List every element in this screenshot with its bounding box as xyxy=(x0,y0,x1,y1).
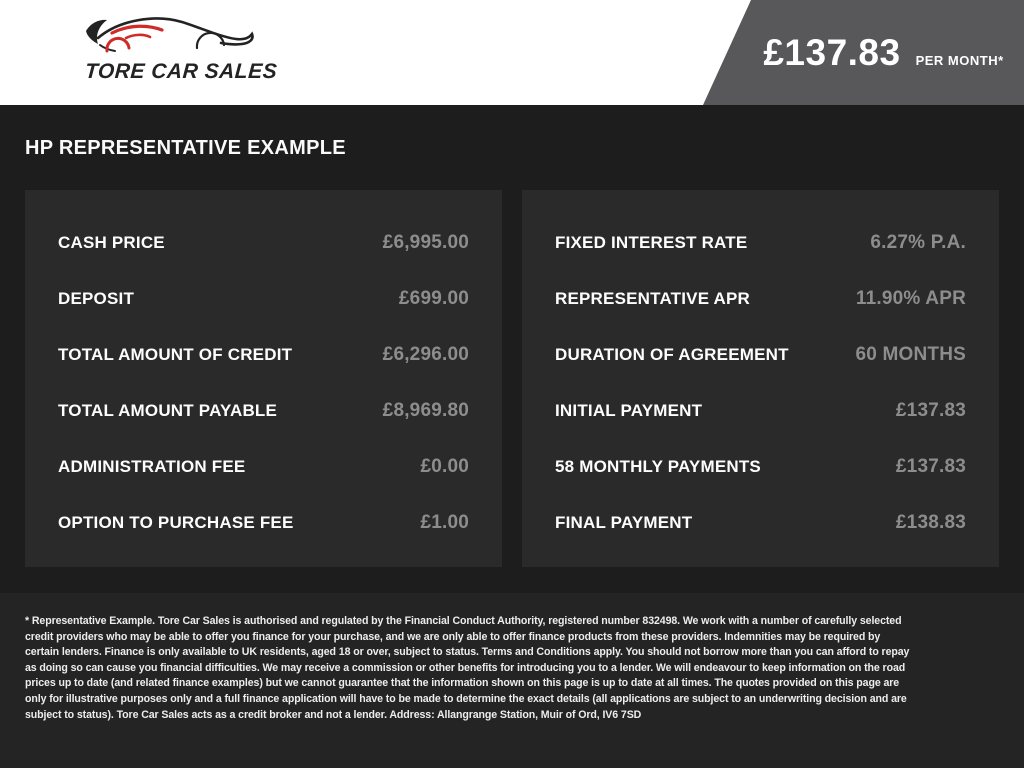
finance-label: 58 MONTHLY PAYMENTS xyxy=(555,457,761,476)
finance-label: ADMINISTRATION FEE xyxy=(58,457,246,476)
finance-row: FINAL PAYMENT £138.83 xyxy=(555,495,966,551)
finance-row: OPTION TO PURCHASE FEE £1.00 xyxy=(58,495,469,551)
finance-panel-left: CASH PRICE £6,995.00 DEPOSIT £699.00 TOT… xyxy=(25,190,502,567)
finance-value: £0.00 xyxy=(420,456,469,477)
finance-value: 60 MONTHS xyxy=(855,344,966,365)
finance-row: INITIAL PAYMENT £137.83 xyxy=(555,383,966,439)
finance-value: £8,969.80 xyxy=(382,400,469,421)
monthly-price-flag: £137.83 PER MONTH* xyxy=(703,0,1024,105)
finance-value: 11.90% APR xyxy=(855,288,966,309)
finance-row: TOTAL AMOUNT PAYABLE £8,969.80 xyxy=(58,383,469,439)
finance-value: £6,296.00 xyxy=(382,344,469,365)
disclaimer-text: * Representative Example. Tore Car Sales… xyxy=(25,615,910,721)
finance-value: 6.27% P.A. xyxy=(870,232,966,253)
finance-value: £699.00 xyxy=(398,288,469,309)
finance-label: OPTION TO PURCHASE FEE xyxy=(58,513,294,532)
header-bar: TORE CAR SALES £137.83 PER MONTH* xyxy=(0,0,1024,105)
brand-name: TORE CAR SALES xyxy=(84,60,278,83)
finance-value: £138.83 xyxy=(895,512,966,533)
finance-label: FINAL PAYMENT xyxy=(555,513,693,532)
finance-label: DEPOSIT xyxy=(58,289,135,308)
finance-row: ADMINISTRATION FEE £0.00 xyxy=(58,439,469,495)
finance-row: TOTAL AMOUNT OF CREDIT £6,296.00 xyxy=(58,327,469,383)
finance-value: £1.00 xyxy=(420,512,469,533)
footer-section: * Representative Example. Tore Car Sales… xyxy=(0,593,1024,768)
finance-value: £6,995.00 xyxy=(382,232,469,253)
finance-panel-right: FIXED INTEREST RATE 6.27% P.A. REPRESENT… xyxy=(522,190,999,567)
finance-value: £137.83 xyxy=(895,400,966,421)
brand-logo[interactable]: TORE CAR SALES xyxy=(84,14,278,84)
finance-value: £137.83 xyxy=(895,456,966,477)
finance-label: TOTAL AMOUNT PAYABLE xyxy=(58,401,278,420)
finance-label: REPRESENTATIVE APR xyxy=(555,289,751,308)
monthly-price-amount: £137.83 xyxy=(763,31,901,73)
finance-example-section: HP REPRESENTATIVE EXAMPLE CASH PRICE £6,… xyxy=(0,105,1024,593)
finance-row: FIXED INTEREST RATE 6.27% P.A. xyxy=(555,215,966,271)
finance-row: REPRESENTATIVE APR 11.90% APR xyxy=(555,271,966,327)
finance-row: 58 MONTHLY PAYMENTS £137.83 xyxy=(555,439,966,495)
finance-label: DURATION OF AGREEMENT xyxy=(555,345,789,364)
finance-row: CASH PRICE £6,995.00 xyxy=(58,215,469,271)
page-title: HP REPRESENTATIVE EXAMPLE xyxy=(25,137,346,159)
finance-label: CASH PRICE xyxy=(58,233,165,252)
finance-row: DEPOSIT £699.00 xyxy=(58,271,469,327)
finance-label: INITIAL PAYMENT xyxy=(555,401,703,420)
finance-label: TOTAL AMOUNT OF CREDIT xyxy=(58,345,293,364)
finance-label: FIXED INTEREST RATE xyxy=(555,233,748,252)
car-silhouette-icon xyxy=(85,14,265,62)
monthly-price-period: PER MONTH* xyxy=(915,52,1004,68)
finance-row: DURATION OF AGREEMENT 60 MONTHS xyxy=(555,327,966,383)
